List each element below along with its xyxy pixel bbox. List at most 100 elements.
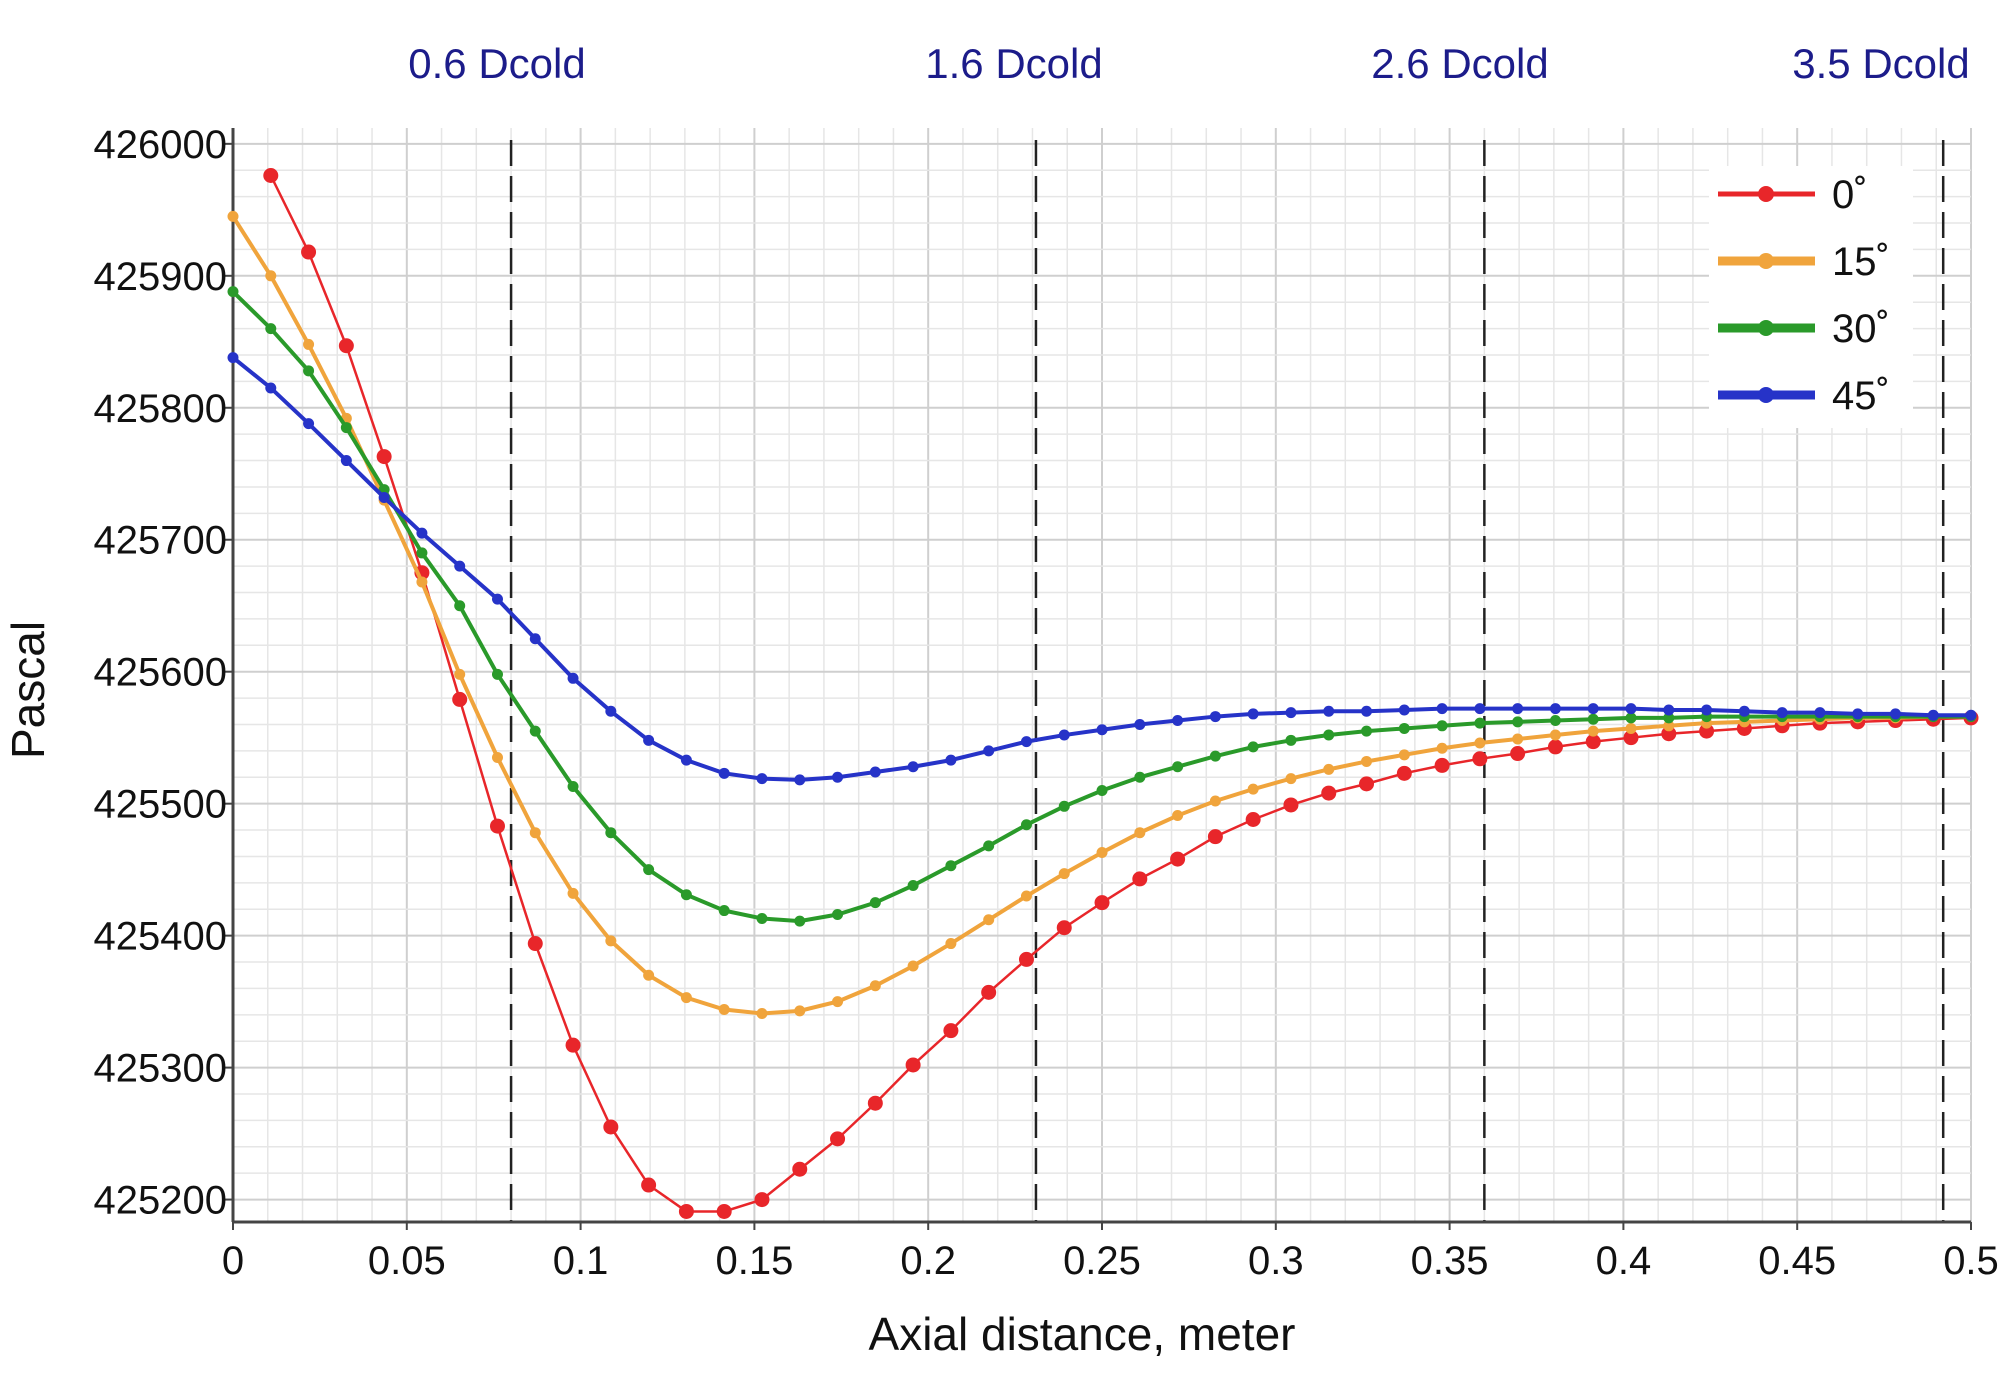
data-point bbox=[1512, 703, 1524, 715]
data-point bbox=[1285, 707, 1297, 719]
data-point bbox=[945, 860, 957, 872]
data-point bbox=[756, 912, 768, 924]
x-tick-label: 0.05 bbox=[368, 1239, 446, 1283]
data-point bbox=[454, 600, 466, 612]
x-tick-label: 0 bbox=[222, 1239, 244, 1283]
data-point bbox=[830, 1131, 846, 1147]
data-point bbox=[1018, 951, 1034, 967]
data-point bbox=[1323, 705, 1335, 717]
data-point bbox=[1814, 707, 1826, 719]
data-point bbox=[1474, 737, 1486, 749]
legend-label: 0˚ bbox=[1832, 173, 1868, 217]
series-line bbox=[269, 174, 1972, 1213]
data-point bbox=[907, 960, 919, 972]
data-point bbox=[1587, 713, 1599, 725]
data-point bbox=[1323, 729, 1335, 741]
x-tick-label: 0.25 bbox=[1063, 1239, 1141, 1283]
data-point bbox=[1134, 827, 1146, 839]
data-point bbox=[452, 691, 468, 707]
data-point bbox=[756, 773, 768, 785]
data-point bbox=[1323, 763, 1335, 775]
y-tick-label: 425400 bbox=[94, 915, 227, 959]
data-point bbox=[1436, 742, 1448, 754]
data-point bbox=[1776, 707, 1788, 719]
data-point bbox=[1321, 785, 1337, 801]
x-tick-label: 0.45 bbox=[1758, 1239, 1836, 1283]
data-point bbox=[1510, 746, 1526, 762]
data-point bbox=[1625, 722, 1637, 734]
dcold-label: 3.5 Dcold bbox=[1792, 40, 1969, 87]
data-point bbox=[1096, 784, 1108, 796]
data-point bbox=[1245, 812, 1261, 828]
x-tick-label: 0.15 bbox=[715, 1239, 793, 1283]
data-point bbox=[1701, 704, 1713, 716]
data-point bbox=[376, 449, 392, 465]
data-point bbox=[1132, 871, 1148, 887]
data-point bbox=[1587, 725, 1599, 737]
axes: 0 0.05 0.1 0.15 0.2 0.25 0.3 0.35 0.4 0.45 0.5 4260… bbox=[94, 123, 1999, 1283]
data-point bbox=[1359, 776, 1375, 792]
data-point bbox=[529, 827, 541, 839]
y-tick-label: 425200 bbox=[94, 1179, 227, 1223]
data-point bbox=[792, 1161, 808, 1177]
data-point bbox=[1058, 800, 1070, 812]
data-point bbox=[832, 771, 844, 783]
data-point bbox=[1096, 846, 1108, 858]
data-point bbox=[1436, 720, 1448, 732]
data-point bbox=[1247, 708, 1259, 720]
data-point bbox=[529, 633, 541, 645]
data-point bbox=[832, 996, 844, 1008]
dcold-label: 1.6 Dcold bbox=[925, 40, 1102, 87]
y-tick-label: 425900 bbox=[94, 255, 227, 299]
data-point bbox=[1396, 765, 1412, 781]
data-point bbox=[869, 980, 881, 992]
data-point bbox=[1474, 703, 1486, 715]
data-point bbox=[1020, 819, 1032, 831]
data-point bbox=[1094, 895, 1110, 911]
data-point bbox=[416, 576, 428, 588]
data-point bbox=[1398, 722, 1410, 734]
x-tick-label: 0.5 bbox=[1943, 1239, 1999, 1283]
data-point bbox=[869, 766, 881, 778]
data-point bbox=[756, 1007, 768, 1019]
y-tick-label: 425700 bbox=[94, 519, 227, 563]
data-point bbox=[718, 1004, 730, 1016]
data-point bbox=[754, 1192, 770, 1208]
data-point bbox=[794, 915, 806, 927]
data-point bbox=[1172, 761, 1184, 773]
data-point bbox=[303, 365, 315, 377]
data-point bbox=[1663, 720, 1675, 732]
data-point bbox=[643, 864, 655, 876]
data-point bbox=[1020, 890, 1032, 902]
data-point bbox=[567, 887, 579, 899]
data-point bbox=[1927, 709, 1939, 721]
data-point bbox=[1285, 773, 1297, 785]
data-point bbox=[983, 745, 995, 757]
data-point bbox=[227, 286, 239, 298]
data-point bbox=[905, 1057, 921, 1073]
data-point bbox=[1096, 724, 1108, 736]
data-point bbox=[907, 761, 919, 773]
data-point bbox=[1172, 810, 1184, 822]
data-point bbox=[680, 754, 692, 766]
data-point bbox=[1549, 715, 1561, 727]
data-point bbox=[1285, 734, 1297, 746]
series-lines bbox=[227, 168, 1979, 1219]
y-axis-label: Pascal bbox=[2, 621, 54, 759]
data-point bbox=[605, 827, 617, 839]
data-point bbox=[603, 1119, 619, 1135]
data-point bbox=[1172, 715, 1184, 727]
y-tick-label: 425500 bbox=[94, 783, 227, 827]
data-point bbox=[1549, 729, 1561, 741]
x-tick-label: 0.2 bbox=[900, 1239, 956, 1283]
data-point bbox=[1585, 734, 1601, 750]
legend-label: 15˚ bbox=[1832, 240, 1890, 284]
data-point bbox=[491, 751, 503, 763]
data-point bbox=[567, 672, 579, 684]
data-point bbox=[907, 879, 919, 891]
data-point bbox=[1207, 829, 1223, 845]
data-point bbox=[303, 338, 315, 350]
data-point bbox=[301, 244, 317, 260]
data-point bbox=[265, 270, 277, 282]
data-point bbox=[1209, 750, 1221, 762]
